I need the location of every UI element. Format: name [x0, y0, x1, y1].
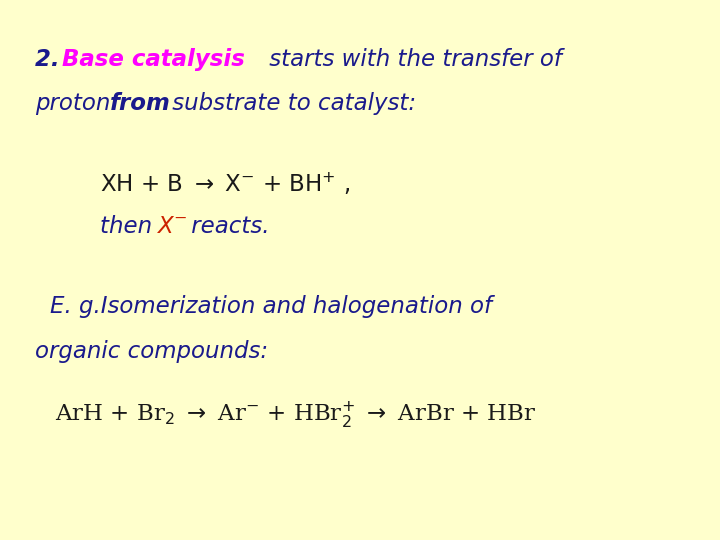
Text: organic compounds:: organic compounds: — [35, 340, 268, 363]
Text: ArH + Br$_2$ $\rightarrow$ Ar$^{-}$ + HBr$_2^{+}$ $\rightarrow$ ArBr + HBr: ArH + Br$_2$ $\rightarrow$ Ar$^{-}$ + HB… — [55, 400, 536, 430]
Text: reacts.: reacts. — [184, 215, 269, 238]
Text: X$^{\mathsf{-}}$: X$^{\mathsf{-}}$ — [157, 215, 188, 238]
Text: 2.: 2. — [35, 48, 68, 71]
Text: substrate to catalyst:: substrate to catalyst: — [165, 92, 416, 115]
Text: proton: proton — [35, 92, 117, 115]
Text: E. g.Isomerization and halogenation of: E. g.Isomerization and halogenation of — [50, 295, 492, 318]
Text: then: then — [100, 215, 159, 238]
Text: XH + B $\rightarrow$ X$^{\mathsf{-}}$ + BH$^{\mathsf{+}}$ ,: XH + B $\rightarrow$ X$^{\mathsf{-}}$ + … — [100, 170, 350, 197]
Text: starts with the transfer of: starts with the transfer of — [262, 48, 562, 71]
Text: Base catalysis: Base catalysis — [62, 48, 245, 71]
Text: from: from — [110, 92, 171, 115]
